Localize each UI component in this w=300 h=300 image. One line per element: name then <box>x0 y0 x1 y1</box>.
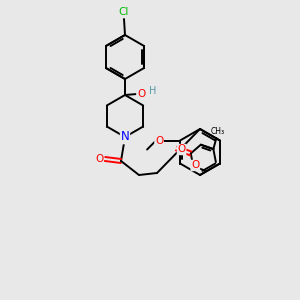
Text: O: O <box>137 89 145 99</box>
Text: CH₃: CH₃ <box>210 127 224 136</box>
Text: O: O <box>155 136 163 146</box>
Text: H: H <box>149 86 156 96</box>
Text: O: O <box>191 160 200 170</box>
Text: O: O <box>178 145 186 154</box>
Text: Cl: Cl <box>119 7 129 17</box>
Text: O: O <box>95 154 103 164</box>
Text: N: N <box>121 130 129 143</box>
